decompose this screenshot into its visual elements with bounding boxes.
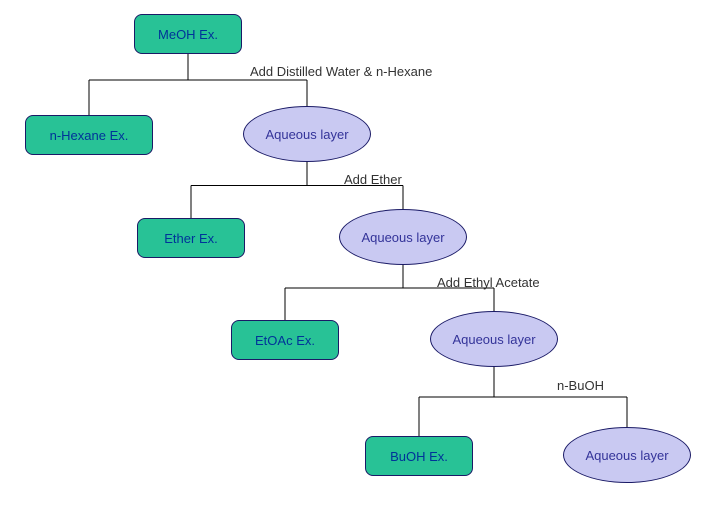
edge-label: Add Ethyl Acetate xyxy=(437,275,540,290)
node-label: Aqueous layer xyxy=(361,230,444,245)
edge-label: Add Distilled Water & n-Hexane xyxy=(250,64,432,79)
node-aq1: Aqueous layer xyxy=(243,106,371,162)
node-label: EtOAc Ex. xyxy=(255,333,315,348)
node-aq4: Aqueous layer xyxy=(563,427,691,483)
node-label: Aqueous layer xyxy=(265,127,348,142)
node-label: BuOH Ex. xyxy=(390,449,448,464)
node-buoh: BuOH Ex. xyxy=(365,436,473,476)
node-hexane: n-Hexane Ex. xyxy=(25,115,153,155)
node-ether: Ether Ex. xyxy=(137,218,245,258)
node-aq3: Aqueous layer xyxy=(430,311,558,367)
node-label: MeOH Ex. xyxy=(158,27,218,42)
node-label: Ether Ex. xyxy=(164,231,217,246)
flowchart-canvas: { "diagram": { "type": "flowchart", "can… xyxy=(0,0,713,515)
node-label: Aqueous layer xyxy=(585,448,668,463)
edge-label: n-BuOH xyxy=(557,378,604,393)
node-etoac: EtOAc Ex. xyxy=(231,320,339,360)
node-label: Aqueous layer xyxy=(452,332,535,347)
node-meoh: MeOH Ex. xyxy=(134,14,242,54)
edge-label: Add Ether xyxy=(344,172,402,187)
node-aq2: Aqueous layer xyxy=(339,209,467,265)
node-label: n-Hexane Ex. xyxy=(50,128,129,143)
